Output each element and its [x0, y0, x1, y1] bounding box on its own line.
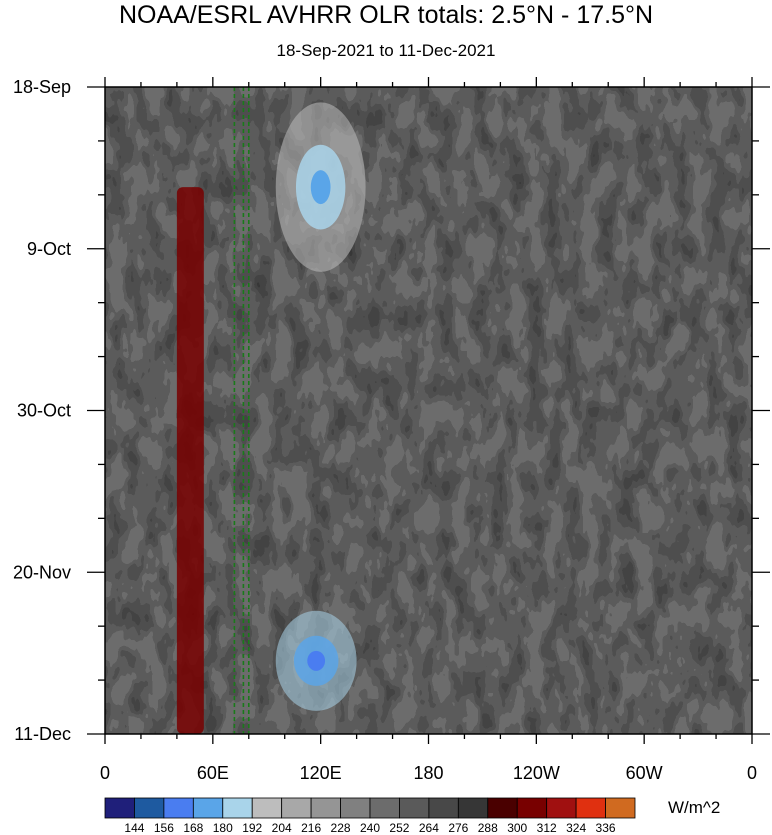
feature-high-olr-band: [176, 187, 204, 734]
x-tick-label: 120E: [300, 763, 342, 783]
colorbar-label: 192: [242, 821, 262, 835]
colorbar-swatch: [163, 797, 194, 819]
y-tick-label: 18-Sep: [13, 77, 71, 97]
colorbar-swatch: [516, 797, 548, 819]
colorbar-swatch: [399, 797, 430, 819]
colorbar-swatch: [428, 797, 459, 819]
feature-convection-core: [310, 170, 331, 205]
colorbar-label: 252: [389, 821, 409, 835]
colorbar-swatch: [104, 797, 135, 819]
colorbar-swatch: [369, 797, 400, 819]
axes: 0 60E 120E 180 120W 60W 0 18-Sep 9-Oct 30-Oct 20-N…: [13, 77, 770, 783]
colorbar-swatch: [546, 797, 577, 819]
colorbar-label: 180: [213, 821, 233, 835]
colorbar-label: 264: [419, 821, 439, 835]
feature-convection-core: [307, 650, 326, 671]
chart-title: NOAA/ESRL AVHRR OLR totals: 2.5°N - 17.5…: [118, 1, 654, 29]
colorbar-label: 228: [331, 821, 351, 835]
colorbar-label: 336: [596, 821, 616, 835]
x-tick-label: 120W: [513, 763, 560, 783]
colorbar-label: 276: [448, 821, 468, 835]
colorbar-swatch: [457, 797, 489, 819]
field-light-texture: [105, 87, 752, 734]
x-tick-label: 60E: [197, 763, 229, 783]
colorbar-label: 156: [154, 821, 174, 835]
colorbar-swatch: [605, 797, 636, 819]
x-tick-label: 0: [747, 763, 757, 783]
x-tick-label: 0: [100, 763, 110, 783]
y-tick-label: 30-Oct: [17, 401, 71, 421]
y-tick-label: 20-Nov: [13, 562, 71, 582]
y-tick-label: 9-Oct: [27, 239, 71, 259]
olr-field: [105, 87, 752, 734]
colorbar-swatch: [251, 797, 283, 819]
colorbar-swatch: [192, 797, 224, 819]
colorbar-label: 144: [124, 821, 144, 835]
colorbar-swatch: [575, 797, 606, 819]
colorbar-label: 312: [537, 821, 557, 835]
field-texture: [105, 87, 752, 734]
colorbar-label: 168: [183, 821, 203, 835]
colorbar-label: 240: [360, 821, 380, 835]
colorbar: 144 156 168 180 192 204 216 228 240 252 264 276 288 3…: [104, 797, 636, 835]
x-tick-label: 60W: [626, 763, 663, 783]
colorbar-swatch: [134, 797, 165, 819]
colorbar-swatch: [310, 797, 341, 819]
colorbar-swatch: [487, 797, 518, 819]
y-tick-label: 11-Dec: [14, 724, 71, 744]
colorbar-label: 216: [301, 821, 321, 835]
colorbar-label: 288: [478, 821, 498, 835]
colorbar-swatch: [222, 797, 253, 819]
colorbar-units: W/m^2: [668, 798, 721, 817]
colorbar-label: 204: [272, 821, 292, 835]
colorbar-label: 324: [566, 821, 586, 835]
chart-subtitle: 18-Sep-2021 to 11-Dec-2021: [276, 41, 496, 60]
colorbar-swatch: [281, 797, 312, 819]
colorbar-swatch: [340, 797, 371, 819]
colorbar-label: 300: [507, 821, 527, 835]
x-tick-label: 180: [413, 763, 443, 783]
